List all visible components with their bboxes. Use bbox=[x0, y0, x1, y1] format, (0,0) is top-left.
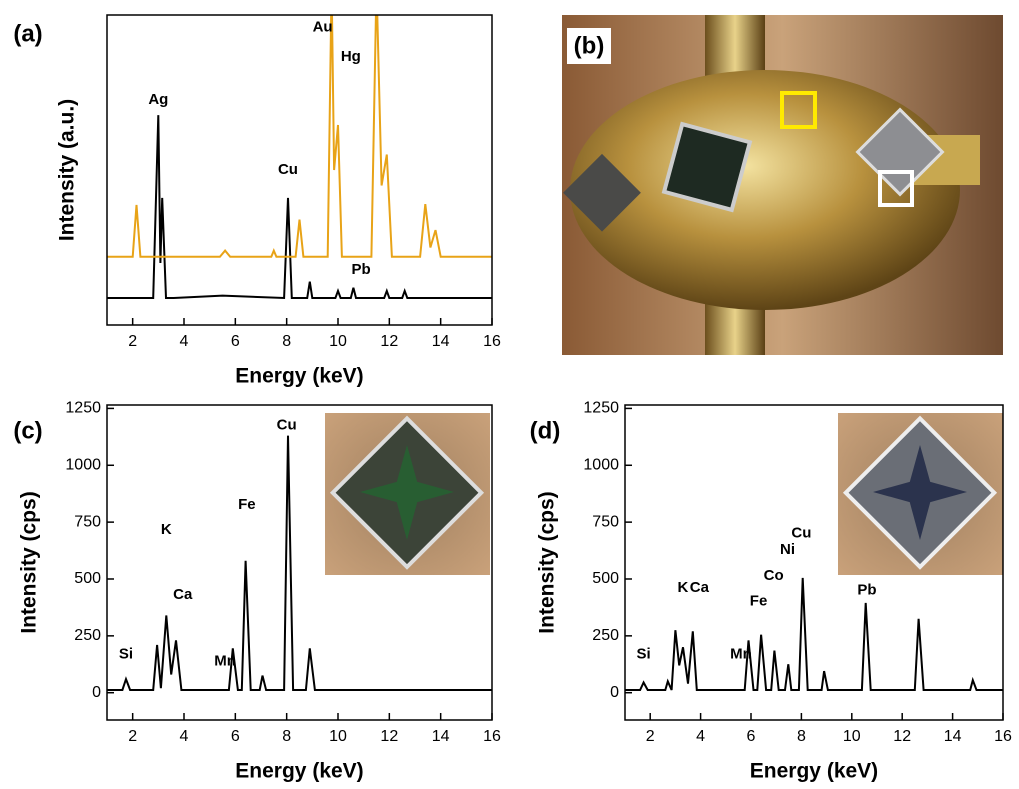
peak-label: Ca bbox=[690, 579, 710, 596]
x-tick-label: 2 bbox=[646, 728, 655, 745]
peak-label: Si bbox=[119, 646, 133, 663]
peak-label: Pb bbox=[352, 261, 371, 278]
x-axis-title: Energy (keV) bbox=[235, 365, 363, 388]
peak-label: Ca bbox=[173, 586, 193, 603]
peak-label: Pb bbox=[857, 581, 876, 598]
panel-label: (b) bbox=[574, 32, 605, 59]
x-tick-label: 10 bbox=[843, 728, 861, 745]
peak-label: Ni bbox=[780, 541, 795, 558]
y-axis-title: Intensity (cps) bbox=[536, 491, 559, 633]
peak-label: Fe bbox=[750, 593, 768, 610]
x-tick-label: 12 bbox=[380, 728, 398, 745]
x-tick-label: 16 bbox=[483, 728, 501, 745]
y-tick-label: 1250 bbox=[583, 400, 619, 417]
x-tick-label: 2 bbox=[128, 333, 137, 350]
y-tick-label: 1000 bbox=[65, 456, 101, 473]
y-tick-label: 500 bbox=[592, 570, 619, 587]
peak-label: Mn bbox=[214, 653, 236, 670]
peak-label: Co bbox=[764, 567, 784, 584]
panel-label: (a) bbox=[13, 20, 42, 47]
peak-label: K bbox=[161, 521, 172, 538]
x-axis-title: Energy (keV) bbox=[750, 760, 878, 783]
inset-photo bbox=[325, 413, 490, 575]
inset-photo bbox=[838, 413, 1003, 575]
y-tick-label: 1000 bbox=[583, 456, 619, 473]
y-tick-label: 750 bbox=[74, 513, 101, 530]
peak-label: Cu bbox=[277, 416, 297, 433]
peak-label: Au bbox=[313, 18, 333, 35]
peak-label: Ag bbox=[148, 91, 168, 108]
peak-label: Cu bbox=[278, 161, 298, 178]
x-tick-label: 14 bbox=[432, 728, 450, 745]
y-tick-label: 250 bbox=[592, 627, 619, 644]
spectrum-line bbox=[107, 115, 492, 298]
x-tick-label: 12 bbox=[380, 333, 398, 350]
x-tick-label: 6 bbox=[231, 333, 240, 350]
x-tick-label: 4 bbox=[180, 728, 189, 745]
figure: (b) (a) 2 4 6 8 10 12 14 16 Energy (keV) Intensity… bbox=[0, 0, 1019, 789]
panel-label: (c) bbox=[13, 417, 42, 444]
y-axis-title: Intensity (cps) bbox=[18, 491, 41, 633]
x-tick-label: 14 bbox=[432, 333, 450, 350]
peak-label: Hg bbox=[341, 48, 361, 65]
y-tick-label: 0 bbox=[610, 684, 619, 701]
x-tick-label: 4 bbox=[180, 333, 189, 350]
peak-label: Mn bbox=[730, 646, 752, 663]
x-tick-label: 10 bbox=[329, 333, 347, 350]
y-axis-title: Intensity (a.u.) bbox=[56, 99, 79, 241]
peak-label: Si bbox=[637, 646, 651, 663]
x-axis-title: Energy (keV) bbox=[235, 760, 363, 783]
peak-label: Cu bbox=[791, 524, 811, 541]
y-tick-label: 750 bbox=[592, 513, 619, 530]
photo: (b) bbox=[562, 15, 1003, 355]
x-tick-label: 10 bbox=[329, 728, 347, 745]
peak-label: Fe bbox=[238, 496, 256, 513]
spectrum-line bbox=[107, 0, 492, 257]
x-tick-label: 6 bbox=[231, 728, 240, 745]
y-tick-label: 0 bbox=[92, 684, 101, 701]
x-tick-label: 16 bbox=[994, 728, 1012, 745]
x-tick-label: 8 bbox=[282, 333, 291, 350]
peak-label: K bbox=[678, 579, 689, 596]
x-tick-label: 8 bbox=[797, 728, 806, 745]
x-tick-label: 16 bbox=[483, 333, 501, 350]
x-tick-label: 6 bbox=[747, 728, 756, 745]
x-tick-label: 14 bbox=[944, 728, 962, 745]
x-tick-label: 8 bbox=[282, 728, 291, 745]
y-tick-label: 500 bbox=[74, 570, 101, 587]
x-tick-label: 12 bbox=[893, 728, 911, 745]
y-tick-label: 250 bbox=[74, 627, 101, 644]
y-tick-label: 1250 bbox=[65, 400, 101, 417]
panel-label: (d) bbox=[530, 417, 561, 444]
x-tick-label: 4 bbox=[696, 728, 705, 745]
x-tick-label: 2 bbox=[128, 728, 137, 745]
